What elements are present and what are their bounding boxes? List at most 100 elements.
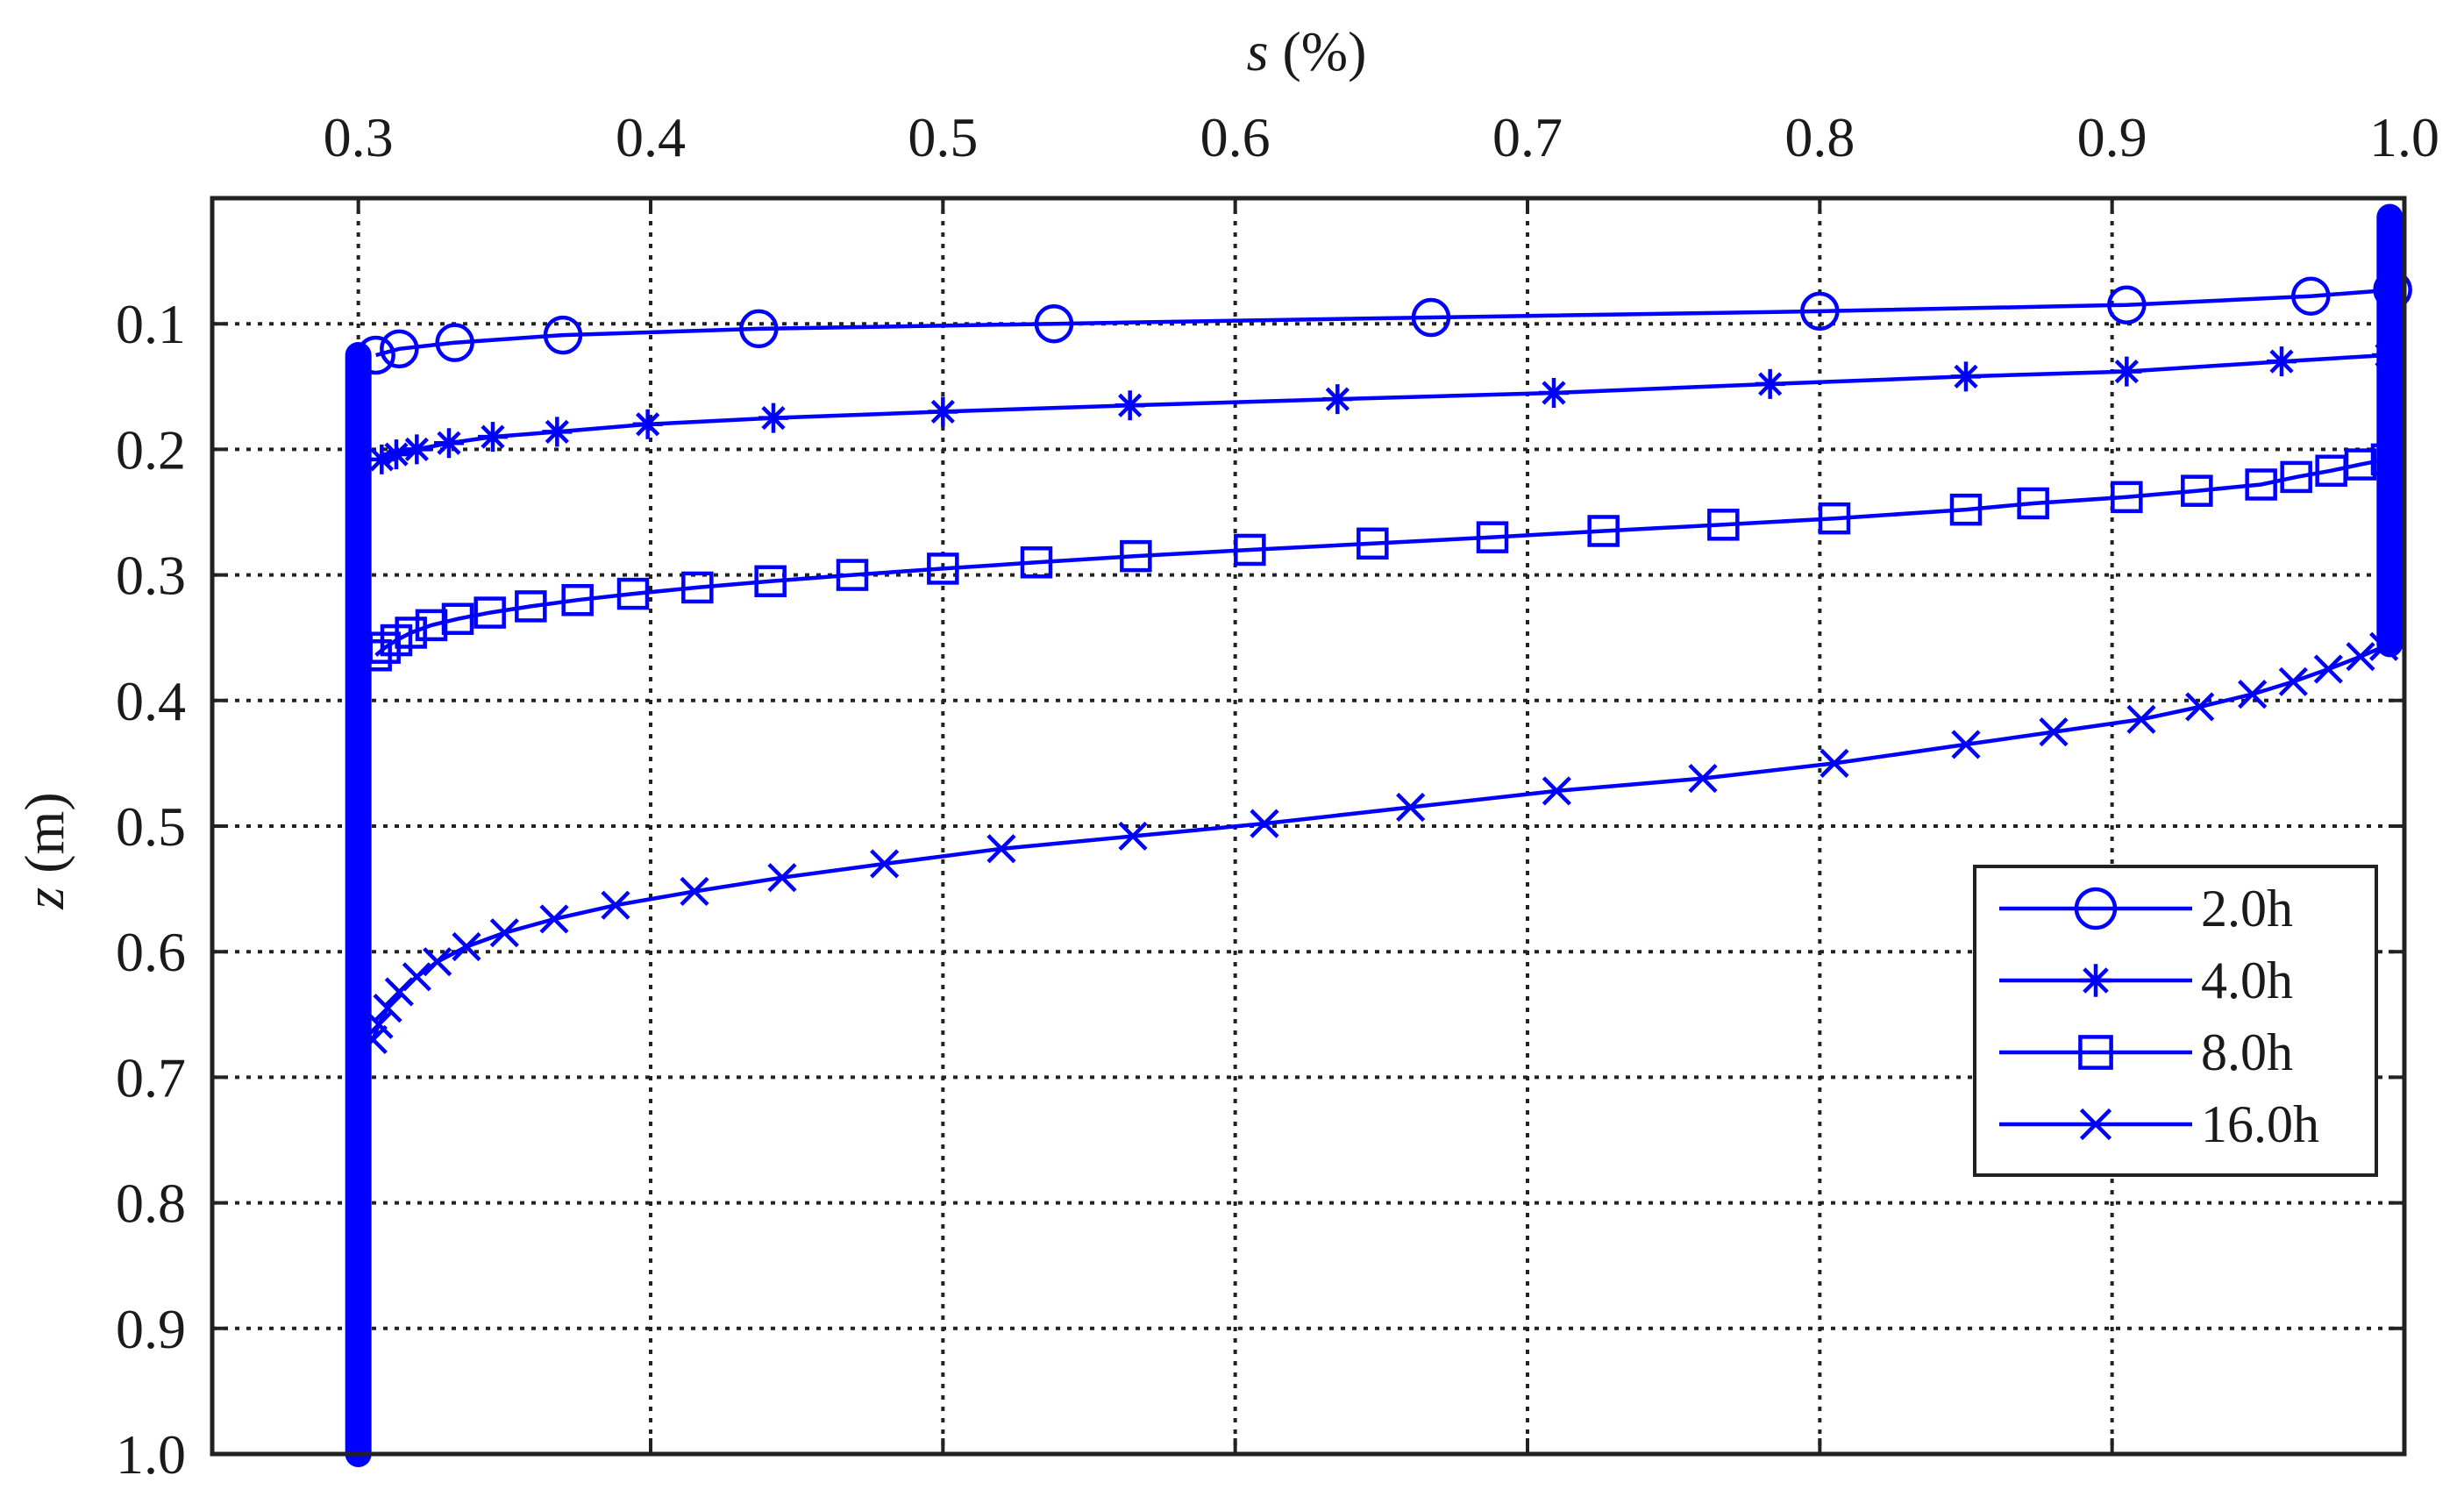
square-marker <box>2078 1035 2113 1070</box>
y-tick-label: 0.1 <box>116 293 186 355</box>
square-marker <box>474 596 506 629</box>
x-tick-label: 0.4 <box>616 106 686 168</box>
square-marker <box>368 631 401 664</box>
x-marker <box>373 994 402 1023</box>
circle-marker <box>356 335 395 375</box>
x-marker <box>1688 763 1718 794</box>
square-marker <box>927 552 959 585</box>
legend-label: 8.0h <box>2201 1023 2293 1081</box>
x-marker <box>384 977 414 1007</box>
circle-marker <box>2291 276 2331 316</box>
y-axis-title: z (m) <box>13 792 75 909</box>
square-marker <box>2111 481 2143 514</box>
circle-marker <box>739 309 779 349</box>
x-marker <box>539 904 569 934</box>
circle-marker <box>380 329 419 369</box>
x-marker <box>601 890 630 920</box>
legend-label: 16.0h <box>2201 1095 2319 1153</box>
x-marker <box>364 1009 394 1039</box>
square-marker <box>561 583 594 617</box>
circle-marker <box>1034 303 1074 344</box>
x-tick-label: 0.6 <box>1200 106 1271 168</box>
plot-frame <box>210 196 2407 1457</box>
asterisk-marker <box>402 434 432 465</box>
x-marker <box>870 849 900 879</box>
circle-marker <box>543 315 583 355</box>
asterisk-marker <box>367 444 397 474</box>
circle-marker <box>1800 291 1840 331</box>
series-4.0h <box>367 340 2402 474</box>
square-marker <box>360 638 392 672</box>
x-marker <box>986 834 1016 864</box>
asterisk-marker <box>1539 377 1569 408</box>
circle-marker <box>2074 887 2118 930</box>
series-16.0h <box>358 631 2399 1055</box>
y-tick-label: 0.3 <box>116 545 186 607</box>
square-marker <box>1818 502 1851 535</box>
x-marker <box>1250 809 1279 838</box>
x-marker <box>423 947 452 977</box>
x-marker <box>489 918 519 948</box>
x-marker <box>680 876 709 907</box>
circle-marker <box>2107 285 2147 324</box>
x-marker <box>2313 654 2343 684</box>
tick-labels: 0.3 0.4 0.5 0.6 0.7 0.8 0.9 1.0 0.1 0.2 0.3 0.4 0.5 0… <box>116 106 2439 1486</box>
square-marker <box>1476 521 1509 553</box>
asterisk-marker <box>434 428 464 459</box>
x-tick-label: 0.7 <box>1492 106 1563 168</box>
series-8.0h <box>360 443 2403 672</box>
x-tick-label: 0.3 <box>324 106 394 168</box>
series-2.0h <box>356 270 2412 375</box>
square-marker <box>2245 468 2277 501</box>
series-line <box>374 457 2388 657</box>
circle-marker <box>2373 270 2412 310</box>
legend-item: 2.0h <box>1999 880 2293 937</box>
y-tick-label: 0.4 <box>116 670 186 732</box>
square-marker <box>415 609 448 642</box>
square-marker <box>1020 546 1053 579</box>
square-marker <box>1587 515 1620 547</box>
legend-label: 4.0h <box>2201 952 2293 1009</box>
legend-item: 4.0h <box>1999 952 2293 1009</box>
asterisk-marker <box>2372 340 2402 370</box>
x-marker <box>767 863 797 893</box>
asterisk-marker <box>632 409 663 439</box>
x-marker <box>2346 642 2375 672</box>
x-marker <box>2369 631 2399 661</box>
x-marker <box>358 1024 388 1055</box>
y-tick-label: 0.5 <box>116 795 186 858</box>
asterisk-marker <box>542 417 573 447</box>
asterisk-marker <box>1322 384 1353 415</box>
asterisk-marker <box>2267 346 2297 377</box>
series-line <box>381 353 2388 462</box>
legend-label: 2.0h <box>2201 880 2293 937</box>
square-marker <box>2181 474 2213 507</box>
asterisk-marker <box>928 396 958 427</box>
x-marker <box>1542 776 1571 806</box>
asterisk-marker <box>2079 964 2112 997</box>
x-marker <box>2238 680 2268 709</box>
square-marker <box>836 559 869 591</box>
square-marker <box>515 590 547 623</box>
x-axis-title: s (%) <box>1247 20 1367 82</box>
square-marker <box>616 577 650 610</box>
y-tick-label: 0.9 <box>116 1298 186 1360</box>
legend-item: 16.0h <box>1999 1095 2319 1153</box>
x-tick-label: 0.5 <box>908 106 978 168</box>
x-marker <box>1951 730 1981 759</box>
y-tick-label: 0.7 <box>116 1046 186 1108</box>
asterisk-marker <box>1755 368 1785 399</box>
asterisk-marker <box>1951 361 1981 392</box>
square-marker <box>1120 539 1152 573</box>
x-tick-label: 1.0 <box>2369 106 2439 168</box>
legend-item: 8.0h <box>1999 1023 2293 1081</box>
square-marker <box>681 571 714 604</box>
x-marker <box>1118 821 1148 852</box>
x-marker <box>2039 717 2069 747</box>
square-marker <box>1234 533 1266 567</box>
asterisk-marker <box>758 403 788 433</box>
x-marker <box>1820 748 1849 778</box>
asterisk-marker <box>2111 356 2142 387</box>
asterisk-marker <box>381 439 411 470</box>
